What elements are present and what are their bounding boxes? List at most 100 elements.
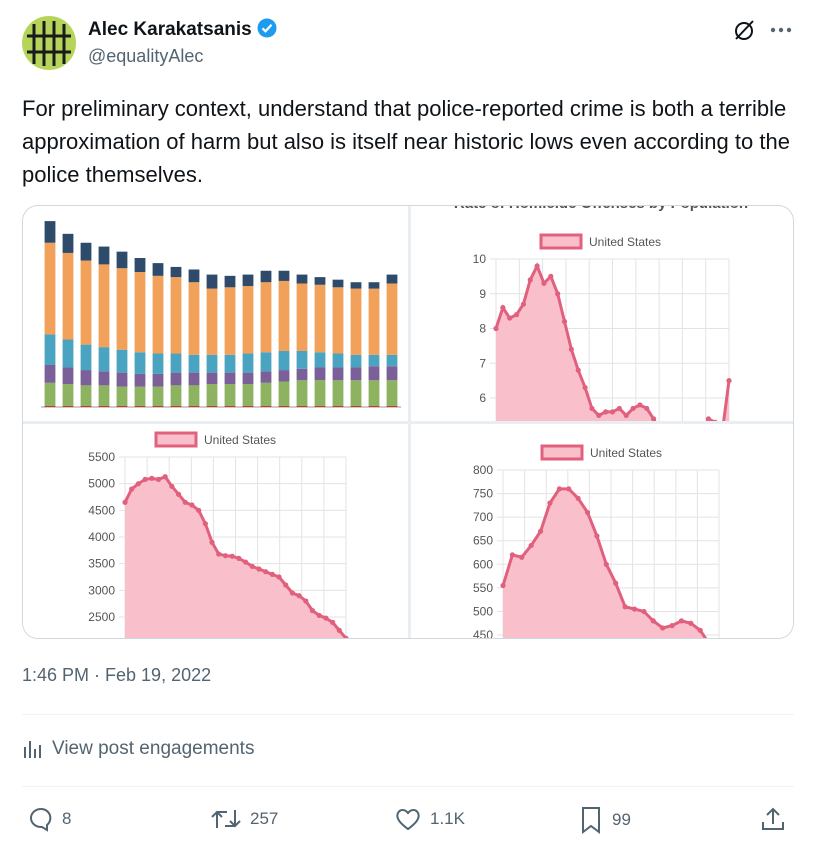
point — [527, 277, 533, 283]
point — [263, 569, 269, 575]
bar-segment — [44, 334, 56, 365]
media-grid[interactable]: 10 9 8 7 6 United States Rate of Homicide Offe… — [22, 205, 794, 639]
share-icon[interactable] — [760, 806, 786, 832]
point — [507, 315, 513, 321]
bar-segment — [278, 350, 290, 371]
reply-button[interactable]: 8 — [28, 806, 71, 832]
bar-segment — [134, 405, 146, 407]
bar-segment — [224, 354, 236, 373]
point — [669, 622, 675, 629]
avatar[interactable] — [22, 16, 76, 70]
y-tick-label: 5500 — [88, 450, 115, 464]
bar-segment — [224, 372, 236, 385]
bar-segment — [188, 385, 200, 406]
point — [500, 582, 506, 589]
like-count: 1.1K — [430, 809, 465, 828]
y-tick-label: 4500 — [88, 503, 115, 517]
area — [496, 265, 729, 421]
point — [623, 412, 629, 418]
point — [705, 416, 712, 421]
bar-segment — [368, 288, 380, 355]
bar-segment — [116, 251, 128, 269]
engagements-text[interactable]: View post engagements — [52, 738, 255, 759]
point — [303, 598, 309, 604]
point — [568, 346, 574, 352]
chart-image[interactable]: 5500 5000 4500 4000 3500 3000 2500 United State… — [23, 424, 408, 639]
bar-segment — [152, 386, 164, 406]
bar-segment — [152, 373, 164, 387]
bar-segment — [350, 282, 362, 289]
bar-segment — [152, 275, 164, 354]
legend-label: United States — [204, 433, 276, 447]
point — [603, 561, 609, 567]
bar-segment — [278, 405, 290, 407]
bar-segment — [386, 380, 398, 406]
bar-segment — [368, 366, 380, 381]
point — [509, 552, 515, 558]
bar-segment — [80, 344, 92, 371]
point — [622, 604, 628, 610]
timestamp[interactable]: 1:46 PM · Feb 19, 2022 — [22, 665, 212, 685]
bar-segment — [314, 380, 326, 406]
point — [155, 476, 162, 483]
bar-segment — [260, 352, 272, 372]
bar-segment — [170, 372, 182, 386]
reply-count: 8 — [62, 809, 72, 828]
bar-segment — [116, 372, 128, 387]
y-tick-label: 450 — [473, 628, 493, 639]
point — [678, 618, 685, 624]
bar-segment — [296, 274, 308, 284]
bar-segment — [170, 405, 182, 407]
bar-segment — [116, 405, 128, 407]
chart-image[interactable] — [23, 206, 408, 421]
chart-title: Rate of Homicide Offenses by Population — [454, 206, 748, 212]
point — [537, 528, 544, 534]
bar-segment — [98, 405, 110, 407]
bar-segment — [170, 385, 182, 406]
point — [202, 521, 208, 527]
author-name-text[interactable]: Alec Karakatsanis — [88, 19, 252, 40]
bar-segment — [62, 405, 74, 407]
point — [726, 378, 732, 384]
author-name[interactable]: Alec Karakatsanis — [88, 18, 277, 41]
point — [269, 571, 275, 577]
point — [149, 475, 155, 481]
legend-swatch — [540, 444, 584, 461]
bar-segment — [224, 275, 236, 288]
author-handle[interactable]: @equalityAlec — [88, 46, 204, 66]
grok-icon[interactable] — [732, 18, 756, 42]
chart-image[interactable]: 10 9 8 7 6 United States Rate of Homicide Offe… — [411, 206, 794, 421]
bookmark-button[interactable]: 99 — [580, 806, 631, 834]
point — [556, 486, 562, 492]
bar-segment — [242, 286, 254, 354]
y-tick-label: 8 — [479, 322, 486, 336]
bar-segment — [98, 385, 110, 406]
like-button[interactable]: 1.1K — [394, 806, 465, 832]
point — [135, 481, 141, 487]
bar-segment — [44, 242, 56, 335]
bar-segment — [98, 371, 110, 386]
bar-segment — [62, 367, 74, 385]
divider — [22, 714, 794, 715]
bar-segment — [44, 405, 56, 407]
bar-segment — [44, 364, 56, 383]
repost-button[interactable]: 257 — [210, 806, 278, 832]
point — [493, 325, 499, 332]
bar-segment — [224, 384, 236, 406]
repost-count: 257 — [250, 809, 279, 828]
bar-segment — [224, 405, 236, 407]
point — [548, 273, 554, 279]
like-icon — [396, 809, 420, 831]
y-tick-label: 4000 — [88, 530, 115, 544]
bar-segment — [296, 283, 308, 351]
legend-swatch — [154, 431, 198, 448]
bar-segment — [314, 405, 326, 407]
engagements-link[interactable]: View post engagements — [22, 738, 254, 760]
y-tick-label: 3500 — [88, 557, 115, 571]
chart-image[interactable]: 800 750 700 650 600 550 500 450 United States — [411, 424, 794, 639]
point — [336, 627, 342, 633]
legend-label: United States — [590, 446, 662, 460]
point — [697, 627, 703, 633]
more-icon[interactable] — [768, 20, 794, 40]
point — [519, 554, 525, 560]
